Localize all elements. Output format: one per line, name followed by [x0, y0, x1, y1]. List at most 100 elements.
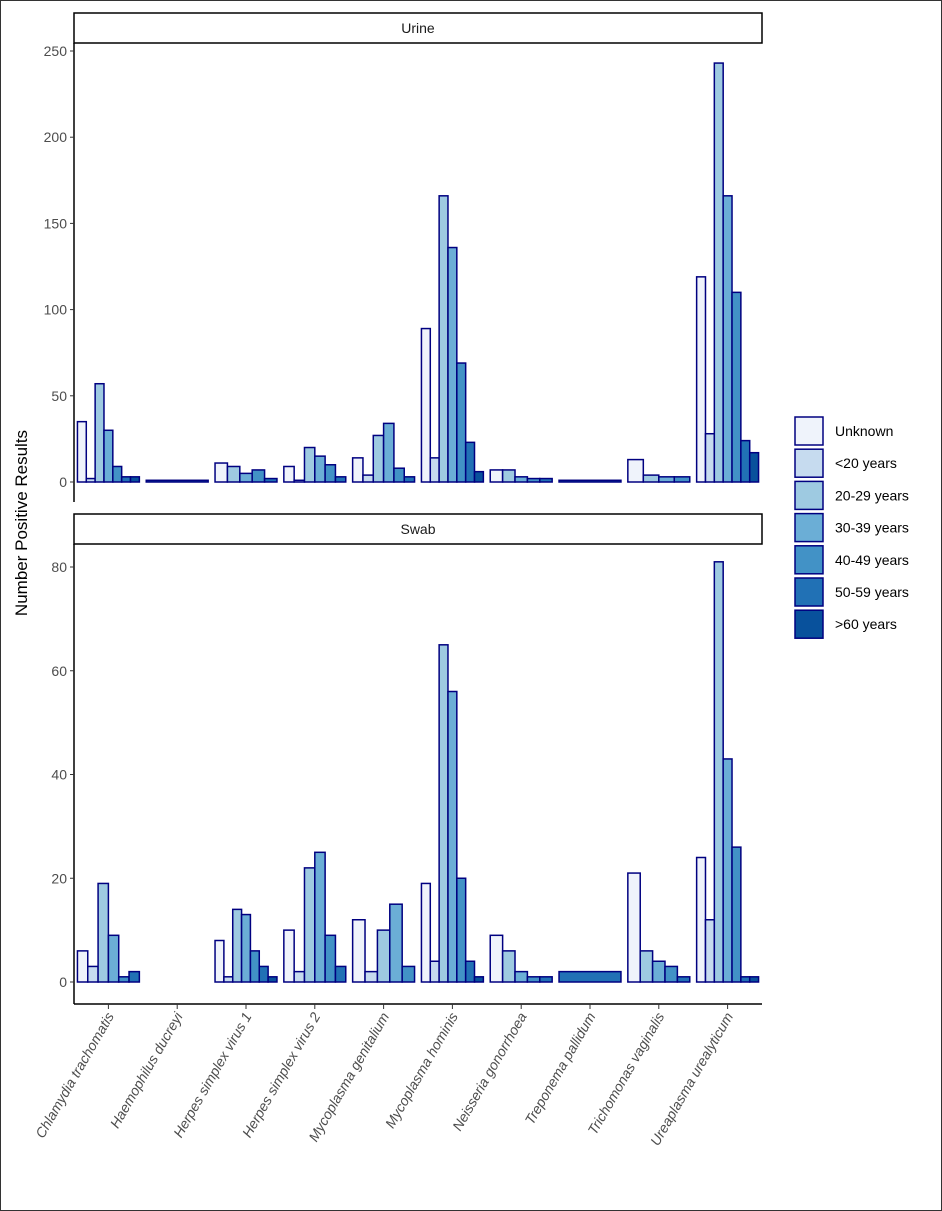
bar-swab-3-3 [314, 851, 326, 983]
bar-swab-5-6 [473, 976, 485, 983]
strip-urine [73, 12, 763, 44]
bar-urine-3-5 [334, 476, 347, 483]
bar-urine-5-0 [420, 327, 432, 483]
bar-swab-2-3 [240, 913, 252, 983]
bar-swab-9-5 [740, 976, 751, 983]
bar-urine-6-4 [526, 477, 541, 483]
x-tick-label: Mycoplasma hominis [382, 1010, 461, 1131]
bar-swab-5-0 [420, 882, 432, 983]
bar-swab-4-0 [351, 919, 366, 983]
bar-swab-4-4 [401, 965, 416, 983]
x-tick-label: Haemophilus ducreyi [107, 1009, 187, 1131]
bar-urine-2-2 [226, 465, 241, 483]
y-tick-label: 150 [44, 215, 68, 231]
bar-swab-6-2 [501, 950, 516, 983]
bar-swab-4-2 [376, 929, 391, 983]
bar-urine-9-0 [695, 276, 707, 483]
bar-swab-5-3 [447, 690, 458, 983]
bar-swab-6-3 [514, 970, 529, 983]
bar-urine-2-3 [239, 472, 253, 483]
y-tick-label: 0 [59, 474, 67, 490]
legend-key [794, 448, 824, 478]
bar-swab-6-5 [539, 976, 553, 983]
bar-urine-4-0 [351, 457, 364, 483]
x-tick-label: Mycoplasma genitalium [305, 1009, 392, 1144]
bar-urine-0-2 [94, 382, 105, 483]
legend-label: 30-39 years [835, 520, 909, 536]
strip-label: Swab [400, 521, 435, 537]
bar-urine-5-1 [429, 457, 440, 483]
bar-urine-2-4 [251, 469, 266, 483]
y-tick-label: 80 [51, 559, 67, 575]
bar-swab-3-0 [283, 929, 295, 983]
bar-urine-4-5 [403, 476, 416, 483]
bar-urine-6-2 [501, 469, 516, 483]
bar-swab-0-4 [117, 976, 130, 983]
legend-key [794, 577, 824, 607]
bar-urine-0-4 [112, 465, 123, 483]
bar-urine-9-1 [704, 432, 716, 483]
y-tick-label: 50 [51, 388, 67, 404]
bar-swab-9-2 [713, 561, 724, 983]
legend-key [794, 512, 824, 543]
bar-urine-2-0 [214, 462, 229, 483]
y-tick-label: 0 [59, 974, 67, 990]
bar-urine-8-4 [673, 476, 691, 483]
bar-urine-6-0 [489, 469, 504, 483]
bar-swab-9-0 [695, 856, 707, 983]
bar-urine-6-3 [514, 476, 529, 483]
bar-urine-9-2 [713, 62, 724, 483]
bar-urine-3-4 [324, 464, 337, 483]
y-tick-label: 60 [51, 663, 67, 679]
legend-label: >60 years [835, 616, 897, 632]
bar-urine-5-6 [473, 470, 485, 483]
x-tick-label: Ureaplasma urealyticum [647, 1009, 736, 1148]
bar-swab-7-5 [558, 970, 622, 983]
bar-swab-5-1 [429, 960, 440, 983]
y-axis-title: Number Positive Results [12, 430, 31, 616]
bar-swab-8-0 [627, 872, 641, 983]
legend-label: 50-59 years [835, 584, 909, 600]
bar-urine-5-4 [456, 362, 467, 483]
bar-urine-9-4 [731, 291, 742, 483]
legend-key [794, 480, 824, 511]
bar-urine-2-5 [263, 477, 278, 483]
y-tick-label: 250 [44, 43, 68, 59]
bar-swab-0-3 [107, 934, 120, 983]
bar-swab-6-4 [526, 976, 541, 983]
bar-swab-5-5 [464, 960, 476, 983]
bar-swab-2-4 [249, 950, 261, 983]
x-tick-label: Treponema pallidum [521, 1009, 598, 1127]
bar-swab-8-3 [651, 960, 666, 983]
bar-swab-9-4 [731, 846, 742, 983]
bar-urine-0-3 [103, 429, 114, 483]
bar-urine-6-5 [539, 477, 553, 483]
bar-urine-5-3 [447, 246, 458, 483]
bar-urine-3-2 [303, 446, 316, 483]
legend-label: 40-49 years [835, 552, 909, 568]
bar-swab-2-2 [231, 908, 243, 983]
bar-swab-2-0 [214, 939, 225, 983]
bar-urine-7-6 [558, 479, 622, 483]
bar-swab-0-0 [76, 950, 89, 983]
bar-swab-9-6 [748, 976, 760, 983]
bar-swab-4-3 [389, 903, 403, 983]
bar-swab-2-6 [267, 976, 278, 983]
x-tick-label: Neisseria gonorrhoea [449, 1009, 530, 1133]
bar-swab-0-1 [87, 965, 99, 983]
legend-key [794, 609, 824, 639]
bar-urine-4-4 [393, 467, 405, 483]
bar-swab-9-1 [704, 919, 716, 983]
x-tick-label: Chlamydia trachomatis [32, 1010, 117, 1141]
bar-swab-9-3 [722, 758, 733, 983]
bar-urine-4-1 [362, 474, 375, 483]
bar-urine-9-6 [748, 451, 760, 483]
bar-urine-8-2 [642, 474, 660, 483]
bar-swab-0-2 [97, 882, 110, 983]
bar-urine-0-6 [129, 476, 141, 483]
bar-urine-3-3 [314, 455, 326, 483]
legend-label: 20-29 years [835, 487, 909, 503]
x-tick-label: Herpes simplex virus 2 [239, 1009, 324, 1140]
